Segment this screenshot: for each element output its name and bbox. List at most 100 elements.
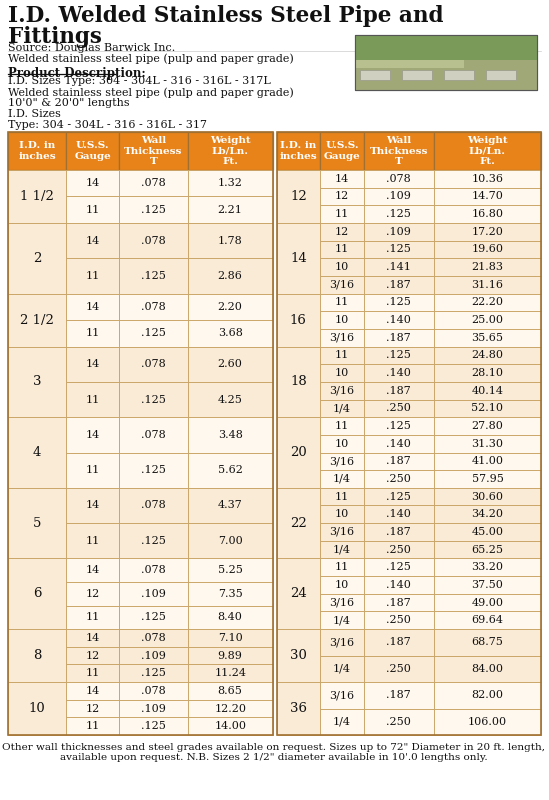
Bar — [66, 320, 119, 346]
Bar — [119, 606, 188, 629]
Bar — [188, 523, 272, 558]
Bar — [434, 294, 541, 311]
Text: 10: 10 — [335, 510, 349, 519]
Text: .187: .187 — [386, 527, 411, 537]
Bar — [119, 132, 188, 170]
Bar — [360, 70, 390, 80]
Text: 3/16: 3/16 — [329, 638, 355, 647]
Bar — [434, 382, 541, 399]
Text: 4: 4 — [33, 446, 41, 459]
Text: 14: 14 — [86, 178, 100, 188]
Text: .109: .109 — [141, 703, 166, 714]
Text: .109: .109 — [386, 226, 411, 237]
Text: .250: .250 — [386, 717, 411, 726]
Bar — [320, 188, 364, 206]
Text: 5.25: 5.25 — [218, 566, 243, 575]
Bar — [66, 258, 119, 294]
Bar — [434, 329, 541, 346]
Bar — [66, 382, 119, 417]
Bar — [119, 488, 188, 523]
Text: .125: .125 — [141, 612, 166, 622]
Bar — [277, 346, 320, 417]
Bar — [188, 700, 272, 718]
Text: .125: .125 — [141, 328, 166, 338]
Text: 11: 11 — [335, 298, 349, 307]
Text: 14: 14 — [335, 174, 349, 184]
Text: .140: .140 — [386, 315, 411, 325]
Text: 14: 14 — [86, 302, 100, 312]
Text: 40.14: 40.14 — [472, 386, 503, 396]
Bar — [8, 346, 66, 417]
Bar — [8, 629, 66, 682]
Text: 14: 14 — [86, 430, 100, 440]
Text: Welded stainless steel pipe (pulp and paper grade): Welded stainless steel pipe (pulp and pa… — [8, 87, 294, 98]
Bar — [320, 488, 364, 506]
Bar — [119, 346, 188, 382]
Bar — [66, 488, 119, 523]
Bar — [188, 664, 272, 682]
Text: .078: .078 — [141, 302, 166, 312]
Text: .125: .125 — [386, 562, 411, 572]
Bar — [434, 258, 541, 276]
Bar — [277, 558, 320, 629]
Text: .125: .125 — [386, 245, 411, 254]
Text: 14.70: 14.70 — [472, 191, 503, 202]
Bar — [364, 241, 434, 258]
Bar — [320, 399, 364, 417]
Text: 3/16: 3/16 — [329, 386, 355, 396]
Text: .187: .187 — [386, 386, 411, 396]
Bar — [434, 558, 541, 576]
Text: 34.20: 34.20 — [472, 510, 503, 519]
Bar — [364, 329, 434, 346]
Bar — [364, 470, 434, 488]
Text: .125: .125 — [386, 350, 411, 360]
Bar — [8, 558, 66, 629]
Bar — [188, 294, 272, 320]
Bar — [320, 558, 364, 576]
Text: .125: .125 — [386, 492, 411, 502]
Text: Type: 304 - 304L - 316 - 316L - 317: Type: 304 - 304L - 316 - 316L - 317 — [8, 120, 207, 130]
Text: 1/4: 1/4 — [333, 664, 351, 674]
Bar — [119, 582, 188, 606]
Text: 7.10: 7.10 — [218, 633, 243, 643]
Bar — [188, 718, 272, 735]
Bar — [277, 294, 320, 346]
Text: .187: .187 — [386, 690, 411, 700]
Text: .078: .078 — [141, 359, 166, 370]
Bar — [364, 206, 434, 223]
Bar — [364, 311, 434, 329]
Bar — [188, 382, 272, 417]
Bar — [320, 170, 364, 188]
Bar — [188, 346, 272, 382]
Bar — [66, 346, 119, 382]
Text: .109: .109 — [141, 589, 166, 598]
Text: 8: 8 — [33, 649, 41, 662]
Text: 3.68: 3.68 — [218, 328, 243, 338]
Text: 31.16: 31.16 — [472, 280, 503, 290]
Text: I.D. in
inches: I.D. in inches — [279, 141, 317, 161]
Text: .078: .078 — [141, 501, 166, 510]
Text: 20: 20 — [290, 446, 307, 459]
Text: 24.80: 24.80 — [472, 350, 503, 360]
Text: 11.24: 11.24 — [214, 668, 246, 678]
Bar — [320, 223, 364, 241]
Bar — [119, 558, 188, 582]
Bar — [320, 682, 364, 709]
Text: .250: .250 — [386, 664, 411, 674]
Text: 11: 11 — [86, 328, 100, 338]
Bar — [320, 364, 364, 382]
Text: .140: .140 — [386, 438, 411, 449]
Bar — [364, 611, 434, 629]
Bar — [364, 655, 434, 682]
Bar — [364, 294, 434, 311]
Bar — [434, 629, 541, 655]
Bar — [188, 132, 272, 170]
Text: 3/16: 3/16 — [329, 456, 355, 466]
Text: 2.60: 2.60 — [218, 359, 243, 370]
Bar — [119, 646, 188, 664]
Bar — [188, 223, 272, 258]
Text: .187: .187 — [386, 280, 411, 290]
Text: 106.00: 106.00 — [468, 717, 507, 726]
Text: 5: 5 — [33, 517, 41, 530]
Bar — [434, 399, 541, 417]
